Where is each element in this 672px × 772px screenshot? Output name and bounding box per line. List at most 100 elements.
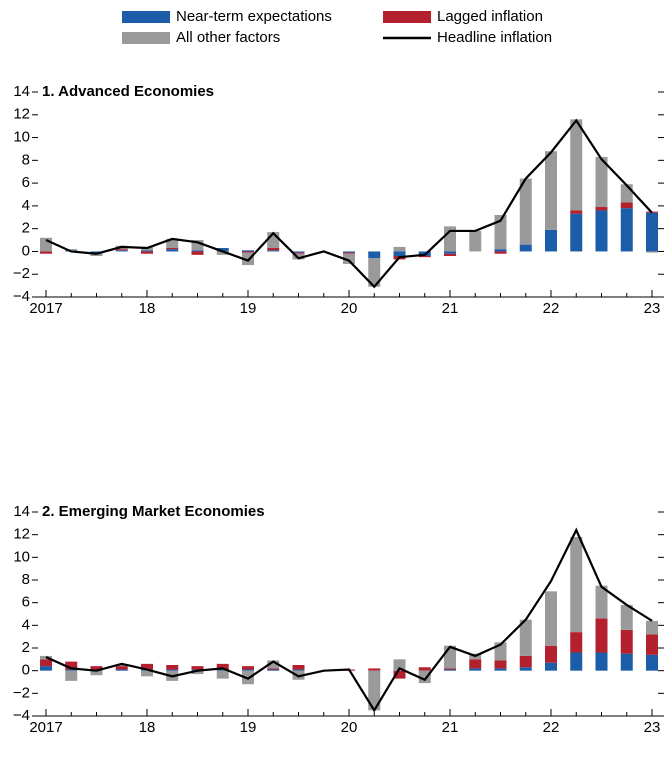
- legend-swatch: [383, 11, 431, 23]
- legend-swatch: [122, 32, 170, 44]
- bar: [166, 238, 179, 249]
- bar: [444, 668, 456, 670]
- x-tick-label: 23: [644, 719, 661, 736]
- bar: [141, 250, 153, 252]
- bar: [115, 665, 128, 667]
- bar: [90, 253, 103, 256]
- bar: [216, 663, 229, 670]
- bar: [519, 244, 532, 252]
- bar: [545, 591, 557, 646]
- bar: [141, 670, 153, 677]
- bar: [469, 230, 482, 252]
- bar: [570, 652, 583, 671]
- bar: [393, 659, 406, 671]
- bar: [65, 249, 78, 251]
- y-tick-label: 12: [13, 106, 30, 123]
- bar: [343, 251, 355, 253]
- bar: [242, 669, 254, 671]
- bar: [115, 250, 128, 252]
- line: [45, 527, 653, 713]
- bar: [40, 659, 52, 667]
- bar: [545, 229, 557, 252]
- bar: [166, 669, 179, 671]
- bar: [191, 670, 204, 675]
- bar: [368, 258, 381, 287]
- x-tick-label: 20: [341, 300, 358, 317]
- bar: [292, 252, 305, 254]
- bar: [267, 250, 280, 252]
- bar: [65, 669, 78, 671]
- bar: [40, 666, 52, 671]
- bar: [418, 670, 431, 684]
- x-tick-label: 18: [139, 719, 156, 736]
- bar: [595, 585, 608, 619]
- x-tick-label: 2017: [29, 300, 62, 317]
- bar: [444, 251, 456, 254]
- x-tick-label: 22: [543, 300, 560, 317]
- legend-swatch: [122, 11, 170, 23]
- bar: [595, 210, 608, 252]
- bar: [115, 666, 128, 670]
- bar: [519, 178, 532, 245]
- bar: [393, 251, 406, 256]
- bar: [570, 536, 583, 633]
- bar: [292, 251, 305, 253]
- bar: [620, 653, 633, 671]
- bar: [242, 251, 254, 253]
- bar: [242, 666, 254, 670]
- y-tick-label: 4: [22, 616, 30, 633]
- bar: [494, 249, 507, 252]
- bar: [267, 668, 280, 670]
- y-tick-label: −4: [13, 707, 30, 724]
- y-tick-label: −2: [13, 265, 30, 282]
- bar: [646, 654, 658, 671]
- y-tick-label: 0: [22, 662, 30, 679]
- legend-label: Near-term expectations: [176, 8, 332, 25]
- bar: [216, 251, 229, 255]
- bar: [570, 632, 583, 653]
- bar: [570, 119, 583, 211]
- panel-title: 2. Emerging Market Economies: [42, 503, 265, 520]
- bar: [40, 251, 52, 254]
- bar: [368, 670, 381, 711]
- y-tick-label: 14: [13, 83, 30, 100]
- y-tick-label: 6: [22, 174, 30, 191]
- bar: [444, 253, 456, 256]
- bar: [620, 604, 633, 630]
- bar: [570, 210, 583, 214]
- bar: [519, 619, 532, 656]
- bar: [494, 251, 507, 254]
- bar: [368, 668, 381, 671]
- panel-title: 1. Advanced Economies: [42, 83, 214, 100]
- bar: [595, 156, 608, 208]
- y-tick-label: 10: [13, 548, 30, 565]
- bar: [115, 669, 128, 671]
- bar: [90, 670, 103, 676]
- bar: [191, 251, 204, 255]
- bar: [141, 251, 153, 254]
- legend-label: Headline inflation: [437, 29, 552, 46]
- bar: [292, 669, 305, 671]
- y-tick-label: 0: [22, 242, 30, 259]
- bar: [418, 256, 431, 258]
- bar: [646, 212, 658, 252]
- bar: [267, 248, 280, 251]
- bar: [191, 666, 204, 670]
- y-tick-label: 8: [22, 151, 30, 168]
- x-tick-label: 23: [644, 300, 661, 317]
- y-tick-label: 6: [22, 594, 30, 611]
- bar: [115, 249, 128, 251]
- bar: [166, 665, 179, 670]
- bar: [393, 246, 406, 252]
- y-tick-label: 2: [22, 639, 30, 656]
- y-tick-label: −2: [13, 684, 30, 701]
- bar: [393, 670, 406, 679]
- x-tick-label: 21: [442, 719, 459, 736]
- legend-label: Lagged inflation: [437, 8, 543, 25]
- bar: [620, 202, 633, 209]
- bar: [343, 252, 355, 254]
- bar: [216, 669, 229, 671]
- bar: [141, 663, 153, 670]
- bar: [368, 251, 381, 259]
- bar: [292, 665, 305, 670]
